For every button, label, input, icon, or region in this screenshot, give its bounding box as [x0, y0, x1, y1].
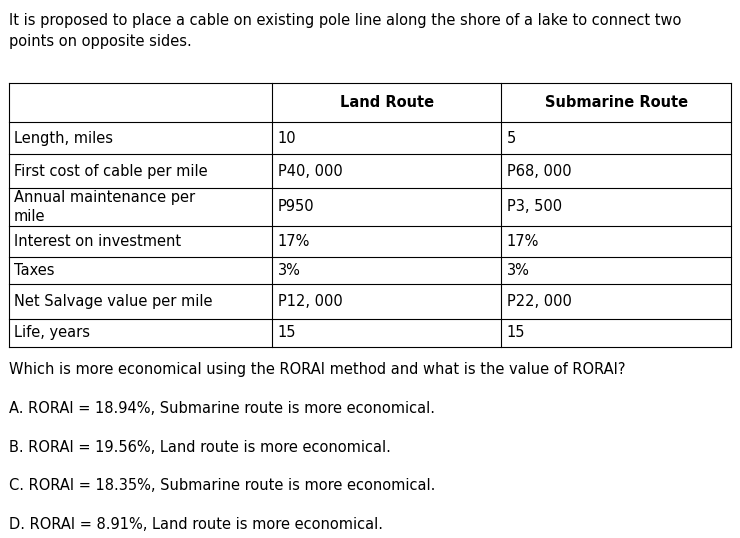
Text: A. RORAI = 18.94%, Submarine route is more economical.: A. RORAI = 18.94%, Submarine route is mo…	[9, 401, 435, 416]
Text: 15: 15	[507, 325, 525, 340]
Text: P950: P950	[278, 200, 314, 215]
Text: B. RORAI = 19.56%, Land route is more economical.: B. RORAI = 19.56%, Land route is more ec…	[9, 440, 391, 455]
Text: P68, 000: P68, 000	[507, 164, 571, 179]
Text: Annual maintenance per
mile: Annual maintenance per mile	[14, 190, 195, 224]
Text: 15: 15	[278, 325, 296, 340]
Text: Submarine Route: Submarine Route	[545, 95, 688, 110]
Text: D. RORAI = 8.91%, Land route is more economical.: D. RORAI = 8.91%, Land route is more eco…	[9, 517, 383, 532]
Text: First cost of cable per mile: First cost of cable per mile	[14, 164, 208, 179]
Text: 5: 5	[507, 131, 516, 146]
Text: P12, 000: P12, 000	[278, 294, 343, 309]
Text: It is proposed to place a cable on existing pole line along the shore of a lake : It is proposed to place a cable on exist…	[9, 13, 682, 49]
Text: Net Salvage value per mile: Net Salvage value per mile	[14, 294, 212, 309]
Text: 10: 10	[278, 131, 296, 146]
Text: Interest on investment: Interest on investment	[14, 234, 181, 249]
Text: P22, 000: P22, 000	[507, 294, 571, 309]
Text: Length, miles: Length, miles	[14, 131, 113, 146]
Text: 3%: 3%	[507, 263, 530, 278]
Text: 17%: 17%	[278, 234, 310, 249]
Text: Life, years: Life, years	[14, 325, 90, 340]
Text: 3%: 3%	[278, 263, 300, 278]
Text: Which is more economical using the RORAI method and what is the value of RORAI?: Which is more economical using the RORAI…	[9, 362, 625, 377]
Text: Land Route: Land Route	[340, 95, 434, 110]
Text: C. RORAI = 18.35%, Submarine route is more economical.: C. RORAI = 18.35%, Submarine route is mo…	[9, 478, 435, 493]
Text: 17%: 17%	[507, 234, 539, 249]
Text: Taxes: Taxes	[14, 263, 55, 278]
Text: P40, 000: P40, 000	[278, 164, 343, 179]
Text: P3, 500: P3, 500	[507, 200, 562, 215]
